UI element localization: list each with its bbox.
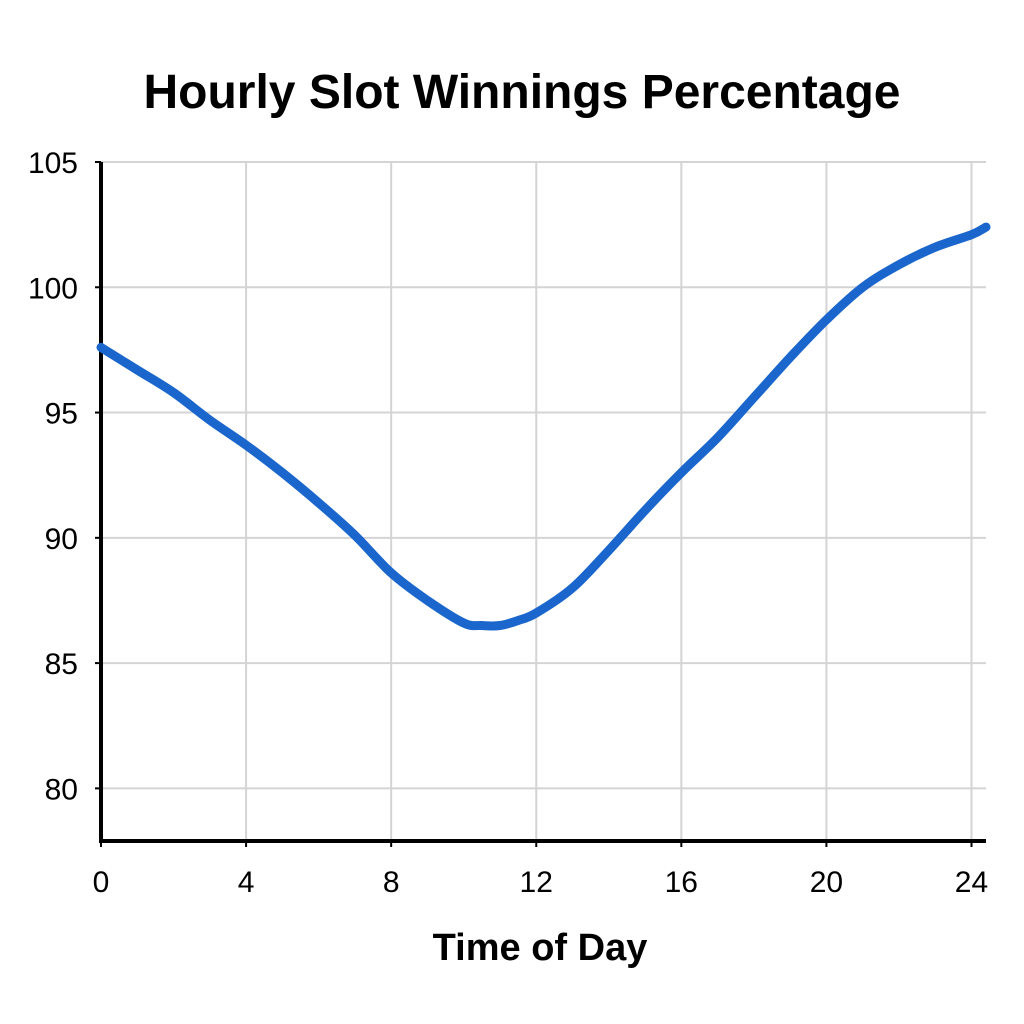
y-tick-label: 105 — [28, 147, 78, 180]
tick-labels: 0 4 8 12 16 20 24 80 85 90 95 100 105 — [28, 147, 988, 899]
x-tick-label: 0 — [93, 866, 110, 899]
y-tick-label: 95 — [45, 398, 78, 431]
x-tick-label: 4 — [238, 866, 255, 899]
x-tick-label: 12 — [520, 866, 553, 899]
y-tick-label: 100 — [28, 272, 78, 305]
x-tick-label: 16 — [665, 866, 698, 899]
series — [96, 222, 991, 631]
y-tick-label: 85 — [45, 648, 78, 681]
x-tick-label: 24 — [955, 866, 988, 899]
x-tick-label: 20 — [810, 866, 843, 899]
y-tick-label: 90 — [45, 523, 78, 556]
x-axis-title: Time of Day — [433, 927, 648, 969]
y-tick-label: 80 — [45, 773, 78, 806]
grid — [101, 161, 986, 841]
series-line-0 — [96, 222, 991, 631]
chart-title: Hourly Slot Winnings Percentage — [143, 66, 900, 119]
x-tick-label: 8 — [383, 866, 400, 899]
axes — [95, 161, 986, 847]
